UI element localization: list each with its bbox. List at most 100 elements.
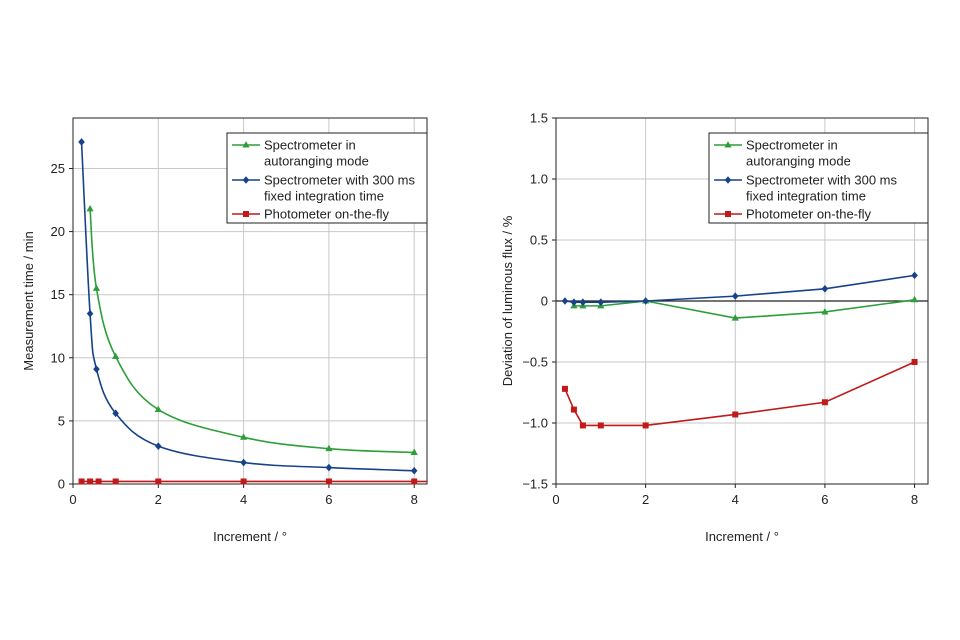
data-point [92,284,101,291]
data-point [112,478,119,485]
legend-label: Spectrometer in [746,138,838,153]
legend-swatch-marker [725,211,731,217]
data-point [561,385,568,392]
x-tick-label: 0 [69,492,76,507]
legend-label: fixed integration time [264,189,384,204]
data-point [911,359,918,365]
y-tick-label: −1.5 [522,477,548,492]
y-axis-title: Measurement time / min [21,231,36,370]
x-axis-title: Increment / ° [705,529,779,544]
legend-swatch-marker [242,141,250,148]
data-point [410,466,418,475]
x-tick-label: 6 [325,492,332,507]
legend-label: Photometer on-the-fly [746,207,872,222]
data-point [821,308,829,315]
data-point [411,478,418,485]
y-tick-label: 0 [58,477,65,492]
legend-label: fixed integration time [746,189,866,204]
data-point [155,442,162,450]
chart-measurement-time: 0 2 4 6 8 0 5 10 15 20 25 Increment / ° Measurement … [21,117,428,544]
legend-label: autoranging mode [264,154,369,169]
data-point [732,411,739,418]
data-point [821,399,828,406]
legend-swatch-marker [243,211,249,217]
data-point [78,478,85,485]
data-point [579,422,586,429]
data-point [93,365,100,373]
data-point [325,478,332,485]
x-tick-label: 8 [911,492,918,507]
y-tick-label: 10 [51,350,65,365]
series-line [80,141,415,472]
legend-label: Spectrometer with 300 ms [264,173,416,188]
data-point [240,458,247,467]
series-blue [561,271,918,307]
plot-frame [72,117,428,485]
data-point [154,405,162,413]
legend-label: autoranging mode [746,154,851,169]
legend-box [226,132,428,224]
legend-label: Spectrometer in [264,138,356,153]
data-point [410,448,418,455]
legend-box [708,132,929,224]
data-point [87,478,94,485]
data-point [86,309,94,318]
series-red [78,478,427,485]
data-point [731,314,739,321]
y-tick-label: 0 [541,294,548,309]
x-tick-label: 0 [552,492,559,507]
y-tick-label: 5 [58,413,65,428]
y-tick-label: 25 [51,161,65,176]
series-line [573,298,915,319]
data-point [642,297,649,305]
data-point [597,422,604,429]
x-tick-label: 8 [411,492,418,507]
series-blue [78,138,418,475]
data-point [325,444,333,452]
legend-label: Spectrometer with 300 ms [746,173,898,188]
y-tick-label: 20 [51,224,65,239]
data-point [570,298,578,307]
series-line [564,361,915,427]
series-line [564,274,915,304]
data-point [642,422,649,429]
data-point [78,138,85,146]
data-point [731,292,739,300]
data-point [86,204,94,212]
data-point [561,297,569,305]
data-point [95,478,102,485]
y-axis-title: Deviation of luminous flux / % [500,215,515,386]
x-axis-title: Increment / ° [213,529,287,544]
x-tick-label: 4 [732,492,739,507]
series-green [570,295,919,321]
x-tick-label: 4 [240,492,247,507]
data-point [570,406,577,413]
legend-swatch-marker [724,176,732,184]
y-tick-label: 0.5 [530,233,548,248]
data-point [112,352,120,360]
legend-swatch-marker [724,141,732,148]
data-point [112,409,119,418]
data-point [155,478,162,485]
series-green [86,204,418,455]
y-tick-label: −1.0 [522,416,548,431]
series-line [89,208,415,454]
y-tick-label: 1.0 [530,172,548,187]
data-point [821,285,829,293]
legend-swatch-marker [242,176,250,184]
data-point [240,478,247,485]
data-point [325,463,333,472]
x-tick-label: 2 [642,492,649,507]
data-point [579,298,587,307]
y-tick-label: 1.5 [530,111,548,126]
data-point [240,433,248,440]
x-tick-label: 2 [155,492,162,507]
y-tick-label: −0.5 [522,355,548,370]
data-point [910,295,919,303]
series-red [561,359,918,429]
y-tick-label: 15 [51,287,65,302]
legend-label: Photometer on-the-fly [264,207,390,222]
